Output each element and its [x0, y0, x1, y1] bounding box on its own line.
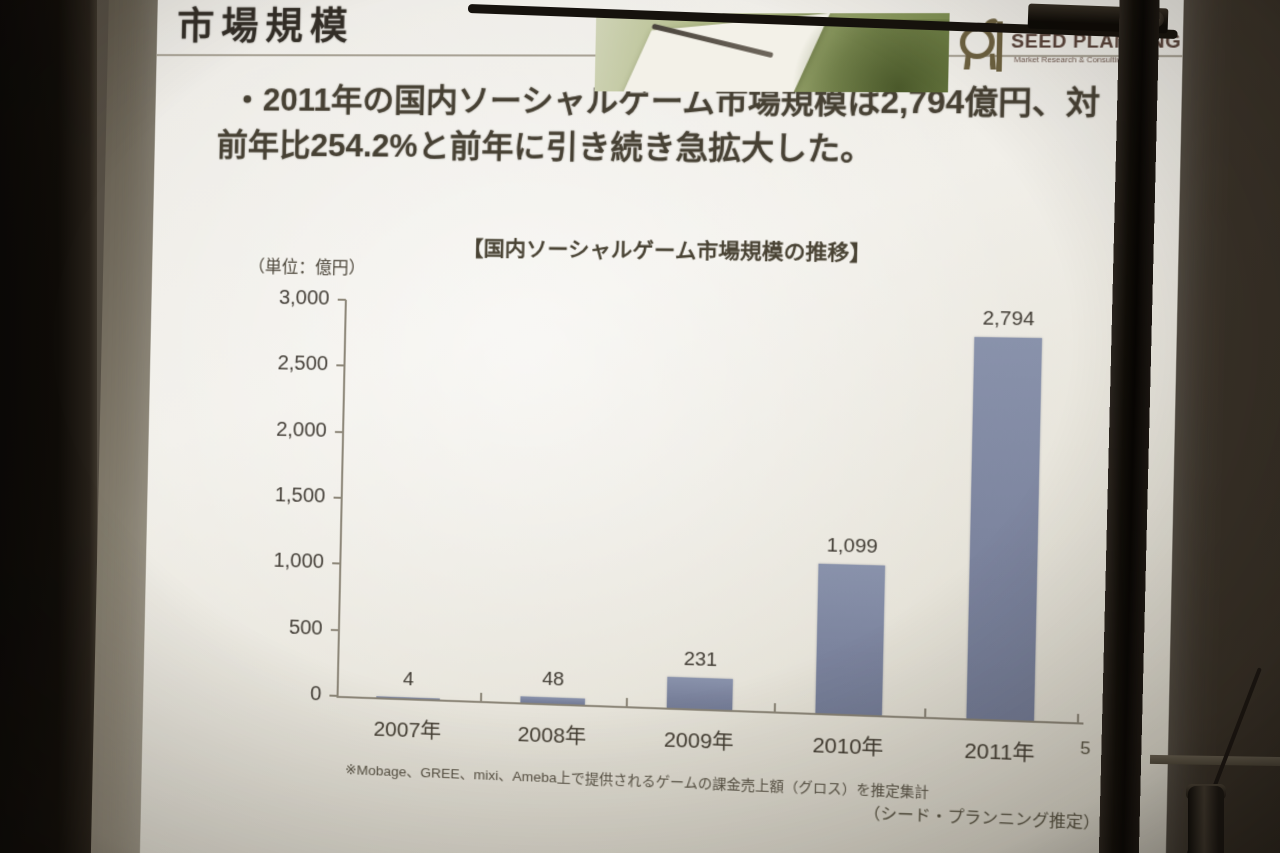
y-tick-label: 1,000	[273, 549, 325, 574]
x-tick-mark	[1076, 713, 1080, 724]
bar-2010年	[815, 563, 886, 716]
bar-value-label: 48	[541, 668, 565, 691]
stand-pole	[1188, 786, 1224, 853]
x-category-label: 2008年	[517, 722, 587, 749]
room-left-shadow	[0, 0, 97, 853]
y-tick-label: 2,000	[275, 418, 328, 442]
bar-2009年	[666, 676, 733, 710]
y-tick-mark	[336, 364, 345, 367]
y-tick-label: 2,500	[277, 352, 329, 376]
wall-rail	[1149, 754, 1280, 767]
bar-value-label: 1,099	[826, 534, 878, 559]
x-category-label: 2011年	[964, 739, 1036, 766]
sprout-legs-icon	[963, 53, 997, 70]
y-tick-mark	[334, 430, 344, 433]
x-tick-mark	[336, 687, 339, 697]
bar-value-label: 2,794	[982, 307, 1035, 331]
bar-value-label: 231	[683, 648, 718, 672]
x-tick-mark	[773, 703, 777, 713]
projected-slide: 市場規模 SEED PLANNING Market Research & Con…	[139, 0, 1185, 853]
y-tick-mark	[330, 628, 339, 631]
page-number: 5	[1079, 738, 1091, 759]
bar-2011年	[966, 336, 1043, 721]
y-tick-label: 500	[288, 616, 323, 640]
y-tick-label: 1,500	[274, 484, 326, 508]
y-tick-mark	[333, 496, 342, 499]
y-tick-label: 3,000	[278, 286, 330, 310]
y-tick-mark	[337, 298, 346, 301]
x-tick-mark	[625, 697, 628, 708]
x-category-label: 2007年	[373, 717, 442, 744]
x-category-label: 2009年	[663, 728, 734, 755]
bar-value-label: 4	[402, 668, 415, 691]
y-tick-label: 0	[309, 682, 322, 706]
logo-tagline: Market Research & Consulting	[1013, 54, 1126, 65]
bar-chart-plot: 3,000 2,500 2,000 1,500 1,000 500 0 4 2007年 48 200…	[139, 0, 1184, 853]
x-category-label: 2010年	[812, 733, 884, 761]
x-tick-mark	[479, 692, 483, 703]
x-tick-mark	[924, 708, 927, 718]
y-tick-mark	[332, 562, 341, 565]
slide-content: 市場規模 SEED PLANNING Market Research & Con…	[139, 0, 1184, 853]
